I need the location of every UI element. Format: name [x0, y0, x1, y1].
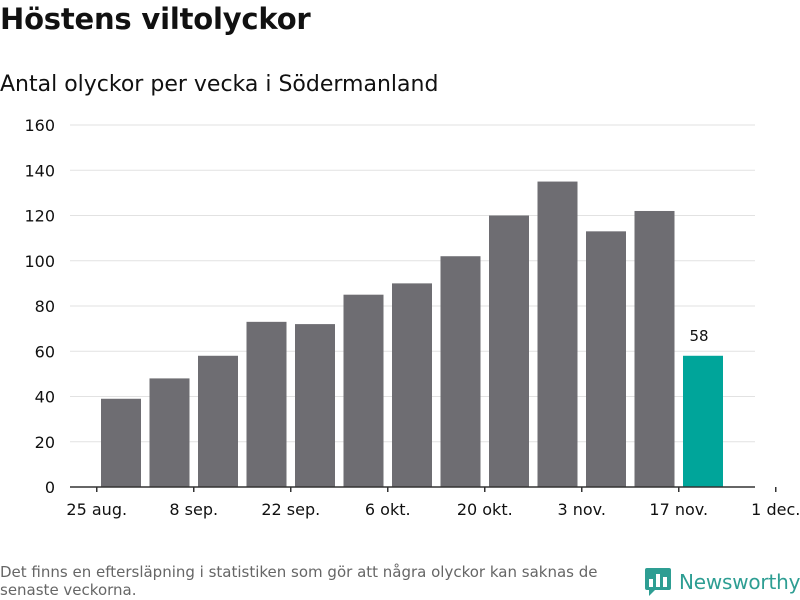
- bar: [489, 215, 529, 487]
- y-tick-label: 100: [24, 252, 55, 271]
- data-label: 58: [689, 327, 708, 345]
- bar: [537, 181, 578, 487]
- bar: [586, 231, 626, 487]
- x-tick-label: 6 okt.: [365, 500, 411, 519]
- bar: [343, 294, 384, 487]
- y-tick-label: 0: [45, 478, 55, 497]
- y-tick-label: 80: [35, 297, 55, 316]
- x-tick-label: 20 okt.: [457, 500, 513, 519]
- bar-chart: 0 20 40 60 80 100 120 140 160 58 25 aug. 8 sep. 22 s…: [24, 116, 800, 519]
- bar: [101, 398, 141, 487]
- bar: [295, 324, 335, 487]
- y-tick-label: 40: [35, 388, 55, 407]
- x-tick-label: 8 sep.: [169, 500, 218, 519]
- bar: [198, 355, 238, 487]
- bar: [392, 283, 432, 487]
- bar: [634, 210, 675, 487]
- bar: [246, 321, 287, 487]
- y-tick-label: 20: [35, 433, 55, 452]
- newsworthy-logo-icon: [645, 568, 671, 596]
- x-tick-label: 1 dec.: [751, 500, 800, 519]
- brand[interactable]: Newsworthy: [645, 568, 800, 596]
- x-tick-label: 22 sep.: [261, 500, 320, 519]
- chart-subtitle: Antal olyckor per vecka i Södermanland: [0, 72, 439, 97]
- bar-highlight: [683, 355, 723, 487]
- x-tick-label: 25 aug.: [66, 500, 127, 519]
- chart-title: Höstens viltolyckor: [0, 2, 311, 36]
- footnote: Det finns en eftersläpning i statistiken…: [0, 563, 598, 599]
- y-tick-label: 120: [24, 207, 55, 226]
- bar: [440, 256, 481, 487]
- bar: [149, 378, 190, 487]
- y-tick-label: 140: [24, 161, 55, 180]
- y-tick-label: 60: [35, 342, 55, 361]
- x-tick-label: 17 nov.: [649, 500, 708, 519]
- brand-name: Newsworthy: [679, 570, 800, 594]
- y-tick-label: 160: [24, 116, 55, 135]
- x-tick-label: 3 nov.: [557, 500, 606, 519]
